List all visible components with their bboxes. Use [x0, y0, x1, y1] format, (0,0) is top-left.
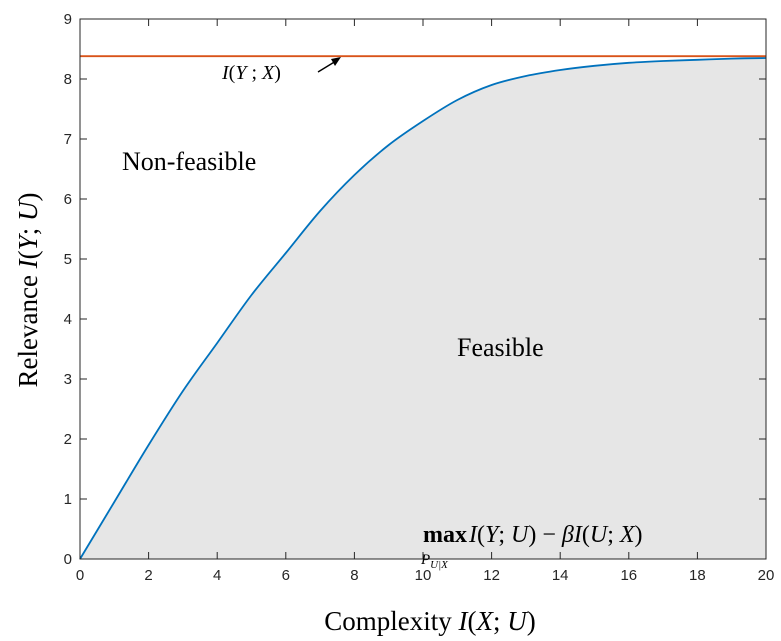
- x-tick-label: 2: [144, 567, 152, 584]
- x-tick-label: 20: [758, 567, 775, 584]
- y-tick-label: 9: [64, 11, 72, 28]
- feasible-label: Feasible: [457, 333, 544, 362]
- y-axis-label: Relevance I(Y; U): [13, 193, 43, 388]
- x-tick-label: 4: [213, 567, 221, 584]
- svg-text:I(Y; U) − βI(U; X): I(Y; U) − βI(U; X): [468, 522, 643, 548]
- x-tick-label: 6: [282, 567, 290, 584]
- tradeoff-curve: [79, 57, 767, 560]
- svg-text:max: max: [423, 522, 467, 548]
- y-tick-label: 5: [64, 251, 72, 268]
- objective-expression: max PU|X I(Y; U) − βI(U; X): [420, 522, 643, 571]
- y-tick-label: 6: [64, 191, 72, 208]
- x-tick-label: 0: [76, 567, 84, 584]
- y-tick-label: 8: [64, 71, 72, 88]
- x-tick-label: 18: [689, 567, 706, 584]
- y-axis-ticks: 0 1 2 3 4 5 6 7 8 9: [64, 11, 766, 568]
- y-tick-label: 2: [64, 431, 72, 448]
- plot-area: [79, 18, 767, 560]
- x-tick-label: 12: [483, 567, 500, 584]
- y-tick-label: 1: [64, 491, 72, 508]
- y-tick-label: 3: [64, 371, 72, 388]
- bound-arrow: [317, 57, 341, 73]
- bound-label: I(Y ; X): [221, 62, 281, 84]
- x-tick-label: 16: [620, 567, 637, 584]
- x-axis-ticks: 0 2 4 6 8 10 12 14 16 18 20: [76, 19, 775, 584]
- y-tick-label: 7: [64, 131, 72, 148]
- y-tick-label: 0: [64, 551, 72, 568]
- x-tick-label: 8: [350, 567, 358, 584]
- non-feasible-label: Non-feasible: [122, 147, 256, 176]
- x-tick-label: 14: [552, 567, 569, 584]
- x-tick-label: 10: [415, 567, 432, 584]
- feasible-region: [80, 58, 766, 559]
- x-axis-label: Complexity I(X; U): [324, 606, 536, 636]
- svg-text:PU|X: PU|X: [420, 552, 449, 571]
- y-tick-label: 4: [64, 311, 72, 328]
